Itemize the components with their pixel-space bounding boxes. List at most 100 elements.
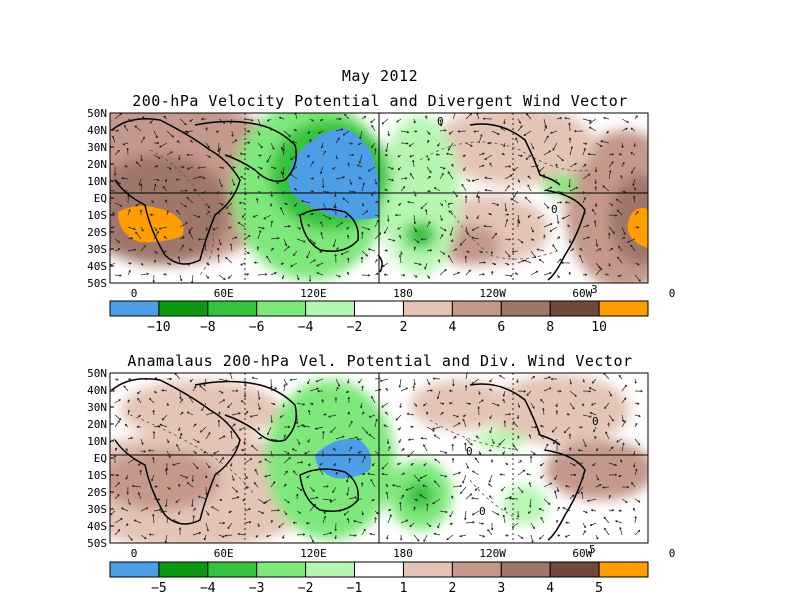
wind-vector-head [630, 127, 633, 130]
wind-vector [348, 420, 353, 428]
wind-vector-head [385, 491, 388, 494]
wind-vector-head [256, 246, 259, 249]
wind-vector [407, 201, 415, 204]
wind-vector [383, 424, 389, 428]
wind-vector-head [134, 125, 137, 128]
wind-vector [367, 473, 376, 476]
wind-vector [405, 486, 415, 491]
wind-vector [525, 154, 532, 160]
wind-vector-head [320, 172, 323, 174]
wind-vector-head [561, 262, 564, 265]
wind-vector [634, 274, 641, 282]
wind-vector-head [386, 537, 389, 540]
wind-vector [605, 431, 610, 440]
wind-vector [504, 238, 511, 240]
wind-vector-head [633, 465, 636, 468]
wind-vector-head [583, 147, 586, 150]
lat-label: 20S [87, 486, 107, 499]
colorbar-swatch [598, 561, 649, 578]
wind-vector-head [489, 431, 492, 434]
wind-vector-head [190, 140, 192, 143]
wind-vector-head [181, 244, 184, 247]
wind-vector-head [355, 436, 358, 438]
wind-vector-head [282, 536, 285, 539]
wind-vector-head [565, 485, 568, 488]
wind-vector-head [221, 457, 224, 459]
wind-vector-head [580, 491, 583, 494]
lat-label: 10S [87, 209, 107, 222]
wind-vector [257, 142, 263, 149]
wind-vector [283, 245, 290, 252]
wind-vector-head [306, 256, 309, 259]
wind-vector [304, 450, 311, 455]
wind-vector-head [546, 135, 549, 138]
wind-vector-head [204, 538, 207, 541]
wind-vector-head [384, 249, 387, 252]
wind-vector-head [471, 443, 473, 446]
wind-vector-head [604, 407, 607, 410]
wind-vector-head [284, 483, 287, 486]
wind-vector-head [611, 509, 614, 511]
wind-vector-head [110, 227, 114, 229]
wind-vector-head [459, 244, 463, 246]
wind-vector [543, 443, 549, 452]
wind-vector-head [607, 422, 609, 426]
wind-vector-head [163, 273, 166, 276]
wind-vector-head [437, 526, 440, 529]
wind-vector [266, 255, 272, 264]
colorbar-label: −8 [200, 320, 216, 335]
wind-vector [413, 226, 417, 232]
wind-vector [423, 444, 428, 452]
wind-vector-head [278, 117, 281, 120]
wind-vector-head [307, 440, 310, 443]
colorbar-swatch [207, 561, 258, 578]
wind-vector [322, 532, 332, 536]
wind-vector-head [409, 525, 412, 528]
wind-vector-head [300, 488, 303, 491]
wind-vector-head [163, 236, 166, 239]
wind-vector [582, 414, 592, 418]
wind-vector [361, 250, 368, 257]
wind-vector-head [119, 274, 122, 276]
wind-vector [621, 397, 627, 404]
wind-vector-head [444, 475, 448, 477]
wind-vector-head [611, 203, 614, 206]
wind-vector-head [269, 127, 272, 130]
wind-vector [370, 479, 376, 488]
wind-vector-head [544, 126, 547, 128]
wind-vector-head [460, 492, 463, 494]
wind-vector-head [163, 115, 165, 119]
wind-vector-head [124, 165, 127, 168]
wind-vector-head [300, 461, 304, 463]
wind-vector-head [198, 215, 201, 218]
wind-vector-head [313, 503, 316, 506]
wind-vector-head [233, 166, 236, 168]
wind-vector [437, 390, 441, 399]
wind-vector-head [358, 381, 361, 384]
wind-vector-head [303, 425, 306, 428]
wind-vector-head [569, 447, 571, 450]
wind-vector-head [515, 272, 517, 275]
wind-vector [179, 130, 189, 134]
wind-vector-head [226, 155, 229, 157]
wind-vector-head [142, 136, 145, 139]
wind-vector [361, 226, 370, 231]
wind-vector-head [368, 248, 371, 251]
wind-vector-head [181, 411, 184, 414]
wind-vector-head [159, 508, 162, 510]
wind-vector-head [168, 487, 171, 490]
wind-vector-head [616, 209, 619, 212]
wind-vector-head [283, 405, 285, 408]
wind-vector-head [482, 273, 485, 275]
lon-label: 180 [393, 287, 413, 300]
wind-vector-head [377, 511, 379, 514]
wind-vector-head [114, 173, 117, 176]
wind-vector-head [119, 113, 122, 115]
wind-vector [604, 402, 610, 409]
wind-vector-head [149, 122, 152, 124]
wind-vector-head [289, 173, 292, 176]
wind-vector-head [566, 413, 569, 416]
colorbar-swatch [256, 300, 307, 317]
wind-vector-head [275, 439, 278, 441]
wind-vector-head [464, 385, 467, 388]
